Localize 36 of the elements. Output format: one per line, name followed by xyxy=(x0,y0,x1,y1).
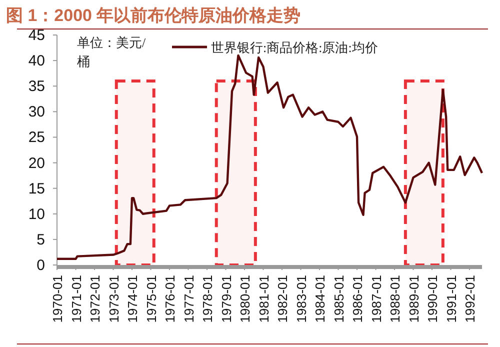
x-tick-label: 1990-01 xyxy=(425,275,440,323)
x-tick-label: 1979-01 xyxy=(218,275,234,323)
x-tick-label: 1977-01 xyxy=(181,275,196,323)
x-tick-label: 1974-01 xyxy=(125,275,140,323)
x-tick-label: 1991-01 xyxy=(444,275,459,323)
y-tick-label: 15 xyxy=(28,180,45,198)
x-tick-label: 1973-01 xyxy=(106,275,122,323)
x-tick-label: 1978-01 xyxy=(200,275,215,323)
y-tick-label: 10 xyxy=(28,206,45,223)
x-tick-label: 1986-01 xyxy=(350,275,365,323)
x-tick-label: 1992-01 xyxy=(462,275,478,323)
x-tick-label: 1982-01 xyxy=(275,275,290,323)
x-tick-label: 1988-01 xyxy=(388,275,402,323)
x-tick-label: 1989-01 xyxy=(406,275,422,323)
x-tick-label: 1980-01 xyxy=(238,275,252,323)
y-tick-label: 20 xyxy=(28,154,45,172)
y-axis-title: 单位：美元/桶 xyxy=(77,35,146,69)
x-tick-label: 1971-01 xyxy=(68,275,84,323)
y-tick-label: 30 xyxy=(28,104,45,121)
x-tick-label: 1976-01 xyxy=(162,275,178,323)
x-tick-label: 1984-01 xyxy=(312,275,328,323)
y-tick-label: 5 xyxy=(36,231,45,248)
y-tick-label: 0 xyxy=(36,257,45,274)
x-tick-label: 1981-01 xyxy=(256,275,272,323)
y-tick-label: 35 xyxy=(28,78,45,96)
x-tick-label: 1972-01 xyxy=(88,275,102,323)
y-tick-label: 25 xyxy=(28,129,45,146)
y-tick-label: 40 xyxy=(28,52,45,70)
x-tick-label: 1983-01 xyxy=(294,275,309,323)
x-tick-label: 1987-01 xyxy=(368,275,384,323)
y-tick-label: 45 xyxy=(28,27,45,44)
title: 图 1：2000 年以前布伦特原油价格走势 xyxy=(6,6,301,25)
x-tick-label: 1985-01 xyxy=(331,275,346,323)
x-tick-label: 1975-01 xyxy=(144,275,159,323)
legend-label: 世界银行:商品价格:原油:均价 xyxy=(211,40,378,55)
x-tick-label: 1970-01 xyxy=(50,275,65,323)
